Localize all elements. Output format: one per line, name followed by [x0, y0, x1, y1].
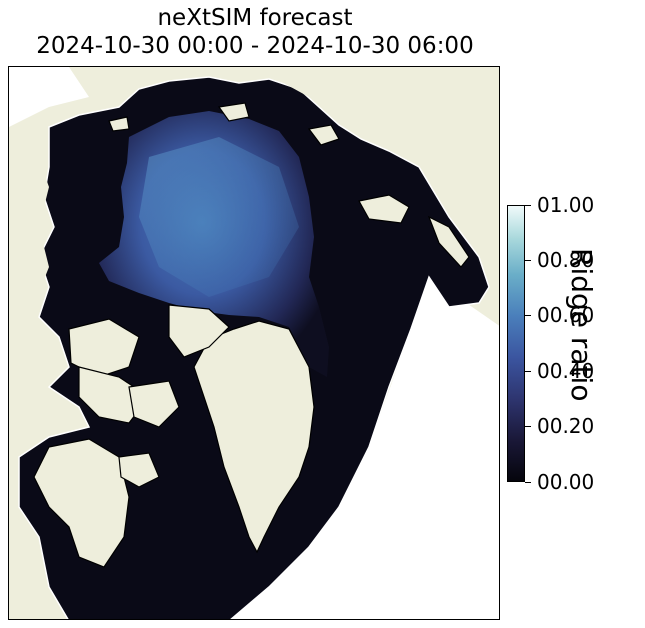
- colorbar-tick-label: 00.80: [537, 248, 595, 272]
- new-siberian-islands: [217, 102, 250, 122]
- baffin-island: [33, 438, 130, 568]
- wrangel-island: [108, 116, 130, 132]
- colorbar-label: Ridge ratio: [565, 248, 598, 402]
- colorbar: [507, 205, 525, 482]
- ridge-ratio-field: [9, 67, 499, 619]
- siberia: [139, 67, 499, 217]
- colorbar-tick: [525, 205, 531, 207]
- colorbar-tick: [525, 426, 531, 428]
- colorbar-tick-label: 00.00: [537, 470, 595, 494]
- colorbar-tick: [525, 482, 531, 484]
- arctic-map[interactable]: [8, 66, 500, 620]
- colorbar-tick: [525, 371, 531, 373]
- colorbar-tick-label: 01.00: [537, 193, 595, 217]
- franz-josef-land: [307, 124, 340, 146]
- novaya-zemlya: [427, 215, 470, 268]
- colorbar-tick: [525, 315, 531, 317]
- alaska-canada: [9, 159, 49, 327]
- no-data-ocean-top: [9, 67, 89, 127]
- forecast-period: 2024-10-30 00:00 - 2024-10-30 06:00: [36, 33, 474, 59]
- colorbar-tick-label: 00.40: [537, 359, 595, 383]
- colorbar-tick: [525, 260, 531, 262]
- no-data-ocean: [221, 277, 499, 619]
- devon-island: [128, 380, 180, 428]
- colorbar-tick-label: 00.20: [537, 414, 595, 438]
- banks-island: [78, 366, 150, 424]
- map-title: neXtSIM forecast: [157, 5, 353, 31]
- colorbar-tick-label: 00.60: [537, 303, 595, 327]
- ellesmere-island: [168, 304, 230, 358]
- svalbard: [358, 194, 410, 224]
- greenland: [193, 320, 315, 554]
- victoria-island: [68, 318, 140, 378]
- southampton-island: [118, 452, 160, 488]
